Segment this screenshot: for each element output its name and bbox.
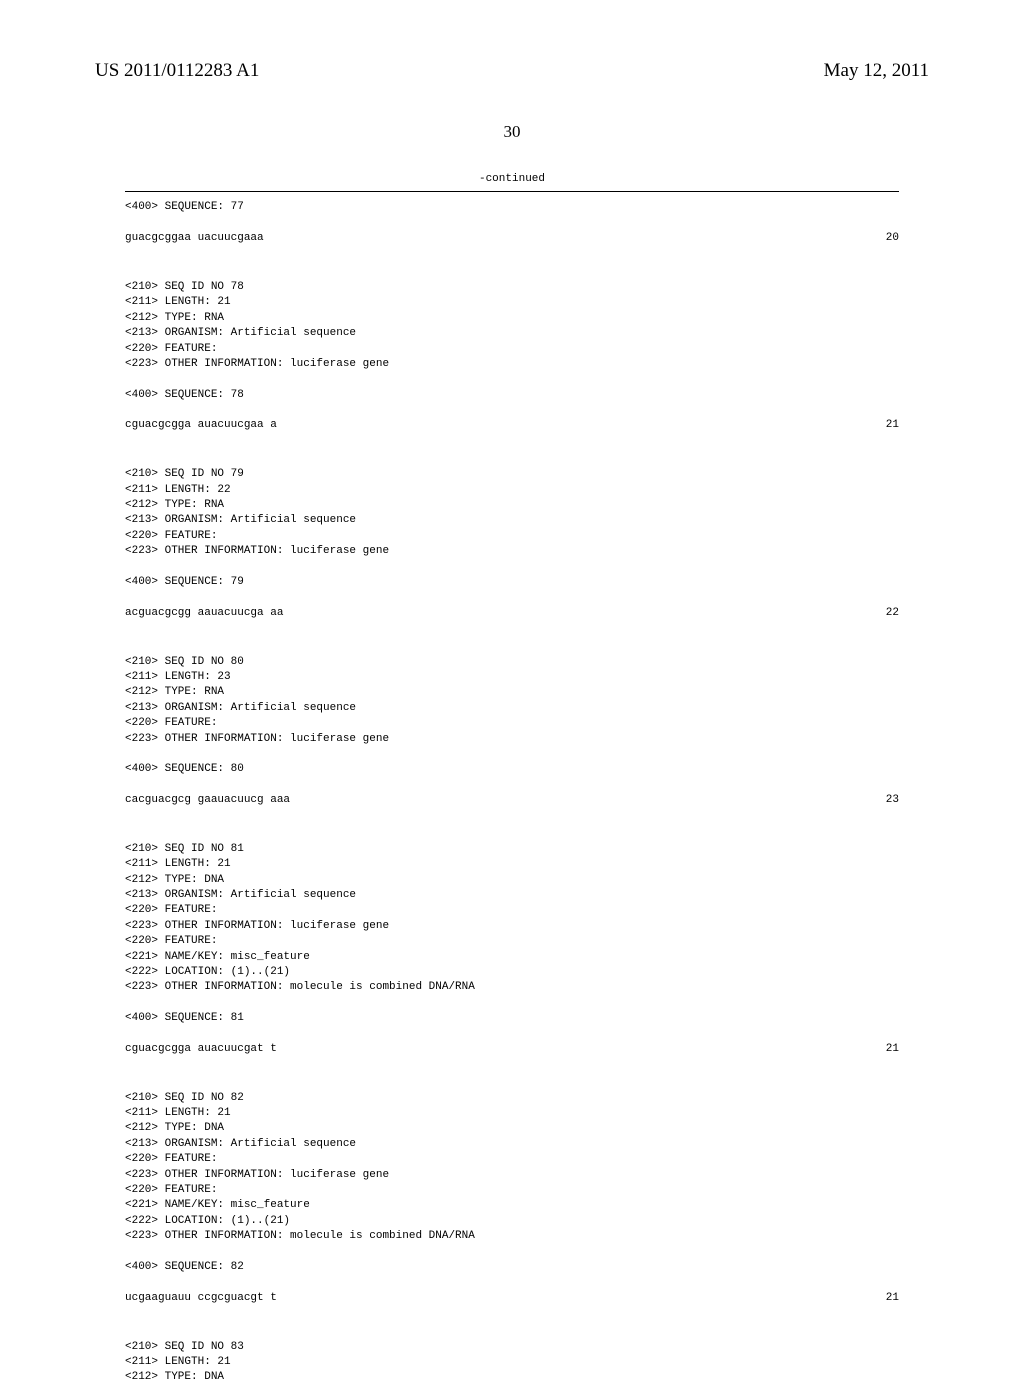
- sequence-metadata-line: <210> SEQ ID NO 82: [125, 1091, 899, 1106]
- sequence-metadata-line: <220> FEATURE:: [125, 903, 899, 918]
- sequence-metadata-line: <213> ORGANISM: Artificial sequence: [125, 701, 899, 716]
- sequence-metadata-line: <213> ORGANISM: Artificial sequence: [125, 326, 899, 341]
- sequence-length: 20: [886, 231, 899, 246]
- sequence-block: <210> SEQ ID NO 81<211> LENGTH: 21<212> …: [125, 842, 899, 1073]
- sequence-text: cguacgcgga auacuucgat t: [125, 1042, 277, 1057]
- sequence-metadata-line: [125, 747, 899, 762]
- sequence-metadata-line: <400> SEQUENCE: 79: [125, 575, 899, 590]
- sequence-metadata-line: <400> SEQUENCE: 80: [125, 762, 899, 777]
- sequence-metadata-line: <212> TYPE: DNA: [125, 873, 899, 888]
- sequence-metadata-line: [125, 560, 899, 575]
- spacer: [125, 1027, 899, 1042]
- sequence-metadata-line: <211> LENGTH: 21: [125, 1106, 899, 1121]
- sequence-text: cguacgcgga auacuucgaa a: [125, 418, 277, 433]
- sequence-metadata-line: <221> NAME/KEY: misc_feature: [125, 950, 899, 965]
- sequence-row: cguacgcgga auacuucgat t 21: [125, 1042, 899, 1057]
- sequence-metadata-line: <210> SEQ ID NO 83: [125, 1340, 899, 1355]
- sequence-metadata-line: <220> FEATURE:: [125, 1152, 899, 1167]
- document-header: US 2011/0112283 A1 May 12, 2011: [0, 0, 1024, 92]
- publication-number: US 2011/0112283 A1: [95, 60, 259, 82]
- sequence-text: acguacgcgg aauacuucga aa: [125, 606, 283, 621]
- sequence-metadata-line: <223> OTHER INFORMATION: luciferase gene: [125, 1168, 899, 1183]
- sequence-row: ucgaaguauu ccgcguacgt t 21: [125, 1291, 899, 1306]
- sequence-metadata-line: <212> TYPE: DNA: [125, 1370, 899, 1385]
- sequence-metadata-line: <223> OTHER INFORMATION: luciferase gene: [125, 919, 899, 934]
- sequence-metadata-line: <211> LENGTH: 21: [125, 857, 899, 872]
- sequence-block: <210> SEQ ID NO 83<211> LENGTH: 21<212> …: [125, 1340, 899, 1386]
- sequence-metadata-line: [125, 1245, 899, 1260]
- sequence-metadata-line: <210> SEQ ID NO 79: [125, 467, 899, 482]
- horizontal-rule: [125, 191, 899, 192]
- sequence-metadata-line: <223> OTHER INFORMATION: molecule is com…: [125, 980, 899, 995]
- sequence-row: cguacgcgga auacuucgaa a 21: [125, 418, 899, 433]
- page-number: 30: [0, 122, 1024, 142]
- sequence-block: <400> SEQUENCE: 77 guacgcggaa uacuucgaaa…: [125, 200, 899, 262]
- sequence-text: cacguacgcg gaauacuucg aaa: [125, 793, 290, 808]
- sequence-metadata-line: <213> ORGANISM: Artificial sequence: [125, 513, 899, 528]
- sequence-text: guacgcggaa uacuucgaaa: [125, 231, 264, 246]
- spacer: [125, 1275, 899, 1290]
- sequence-length: 23: [886, 793, 899, 808]
- sequence-metadata-line: <222> LOCATION: (1)..(21): [125, 965, 899, 980]
- sequence-row: guacgcggaa uacuucgaaa 20: [125, 231, 899, 246]
- sequence-metadata-line: <211> LENGTH: 21: [125, 1355, 899, 1370]
- sequence-metadata-line: <212> TYPE: RNA: [125, 311, 899, 326]
- sequence-metadata-line: <211> LENGTH: 21: [125, 295, 899, 310]
- sequence-row: acguacgcgg aauacuucga aa 22: [125, 606, 899, 621]
- sequence-metadata-line: <223> OTHER INFORMATION: luciferase gene: [125, 544, 899, 559]
- sequence-metadata-line: <220> FEATURE:: [125, 716, 899, 731]
- sequence-metadata-line: <223> OTHER INFORMATION: molecule is com…: [125, 1229, 899, 1244]
- sequence-metadata-line: <400> SEQUENCE: 78: [125, 388, 899, 403]
- spacer: [125, 590, 899, 605]
- spacer: [125, 403, 899, 418]
- continued-label: -continued: [125, 172, 899, 187]
- spacer: [125, 434, 899, 449]
- sequence-block: <210> SEQ ID NO 82<211> LENGTH: 21<212> …: [125, 1091, 899, 1322]
- sequence-metadata-line: <211> LENGTH: 23: [125, 670, 899, 685]
- sequence-metadata-line: <210> SEQ ID NO 78: [125, 280, 899, 295]
- sequence-metadata-line: <223> OTHER INFORMATION: luciferase gene: [125, 357, 899, 372]
- sequence-metadata-line: <223> OTHER INFORMATION: luciferase gene: [125, 732, 899, 747]
- sequence-metadata-line: <220> FEATURE:: [125, 529, 899, 544]
- sequence-length: 21: [886, 1291, 899, 1306]
- sequence-metadata-line: [125, 372, 899, 387]
- spacer: [125, 808, 899, 823]
- spacer: [125, 247, 899, 262]
- sequence-metadata-line: <210> SEQ ID NO 81: [125, 842, 899, 857]
- sequence-metadata-line: <212> TYPE: RNA: [125, 685, 899, 700]
- sequence-metadata-line: <213> ORGANISM: Artificial sequence: [125, 888, 899, 903]
- spacer: [125, 216, 899, 231]
- sequence-metadata-line: [125, 996, 899, 1011]
- sequence-metadata-line: <210> SEQ ID NO 80: [125, 655, 899, 670]
- sequence-metadata-line: <400> SEQUENCE: 77: [125, 200, 899, 215]
- sequence-text: ucgaaguauu ccgcguacgt t: [125, 1291, 277, 1306]
- sequence-metadata-line: <222> LOCATION: (1)..(21): [125, 1214, 899, 1229]
- sequence-metadata-line: <221> NAME/KEY: misc_feature: [125, 1198, 899, 1213]
- sequence-length: 21: [886, 418, 899, 433]
- sequence-block: <210> SEQ ID NO 79<211> LENGTH: 22<212> …: [125, 467, 899, 636]
- spacer: [125, 1306, 899, 1321]
- sequence-length: 21: [886, 1042, 899, 1057]
- sequence-metadata-line: <212> TYPE: DNA: [125, 1121, 899, 1136]
- sequence-row: cacguacgcg gaauacuucg aaa 23: [125, 793, 899, 808]
- sequence-metadata-line: <213> ORGANISM: Artificial sequence: [125, 1137, 899, 1152]
- sequence-metadata-line: <400> SEQUENCE: 81: [125, 1011, 899, 1026]
- sequence-metadata-line: <211> LENGTH: 22: [125, 483, 899, 498]
- sequence-metadata-line: <400> SEQUENCE: 82: [125, 1260, 899, 1275]
- sequence-listing-content: -continued <400> SEQUENCE: 77 guacgcggaa…: [0, 142, 1024, 1386]
- sequence-block: <210> SEQ ID NO 80<211> LENGTH: 23<212> …: [125, 655, 899, 824]
- publication-date: May 12, 2011: [824, 60, 929, 82]
- sequence-metadata-line: <220> FEATURE:: [125, 342, 899, 357]
- sequence-length: 22: [886, 606, 899, 621]
- sequence-metadata-line: <220> FEATURE:: [125, 1183, 899, 1198]
- sequences-container: <400> SEQUENCE: 77 guacgcggaa uacuucgaaa…: [125, 200, 899, 1385]
- spacer: [125, 778, 899, 793]
- sequence-metadata-line: <220> FEATURE:: [125, 934, 899, 949]
- spacer: [125, 621, 899, 636]
- spacer: [125, 1057, 899, 1072]
- sequence-block: <210> SEQ ID NO 78<211> LENGTH: 21<212> …: [125, 280, 899, 449]
- sequence-metadata-line: <212> TYPE: RNA: [125, 498, 899, 513]
